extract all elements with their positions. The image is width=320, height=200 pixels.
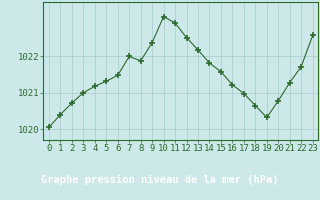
Text: Graphe pression niveau de la mer (hPa): Graphe pression niveau de la mer (hPa) [41, 175, 279, 185]
